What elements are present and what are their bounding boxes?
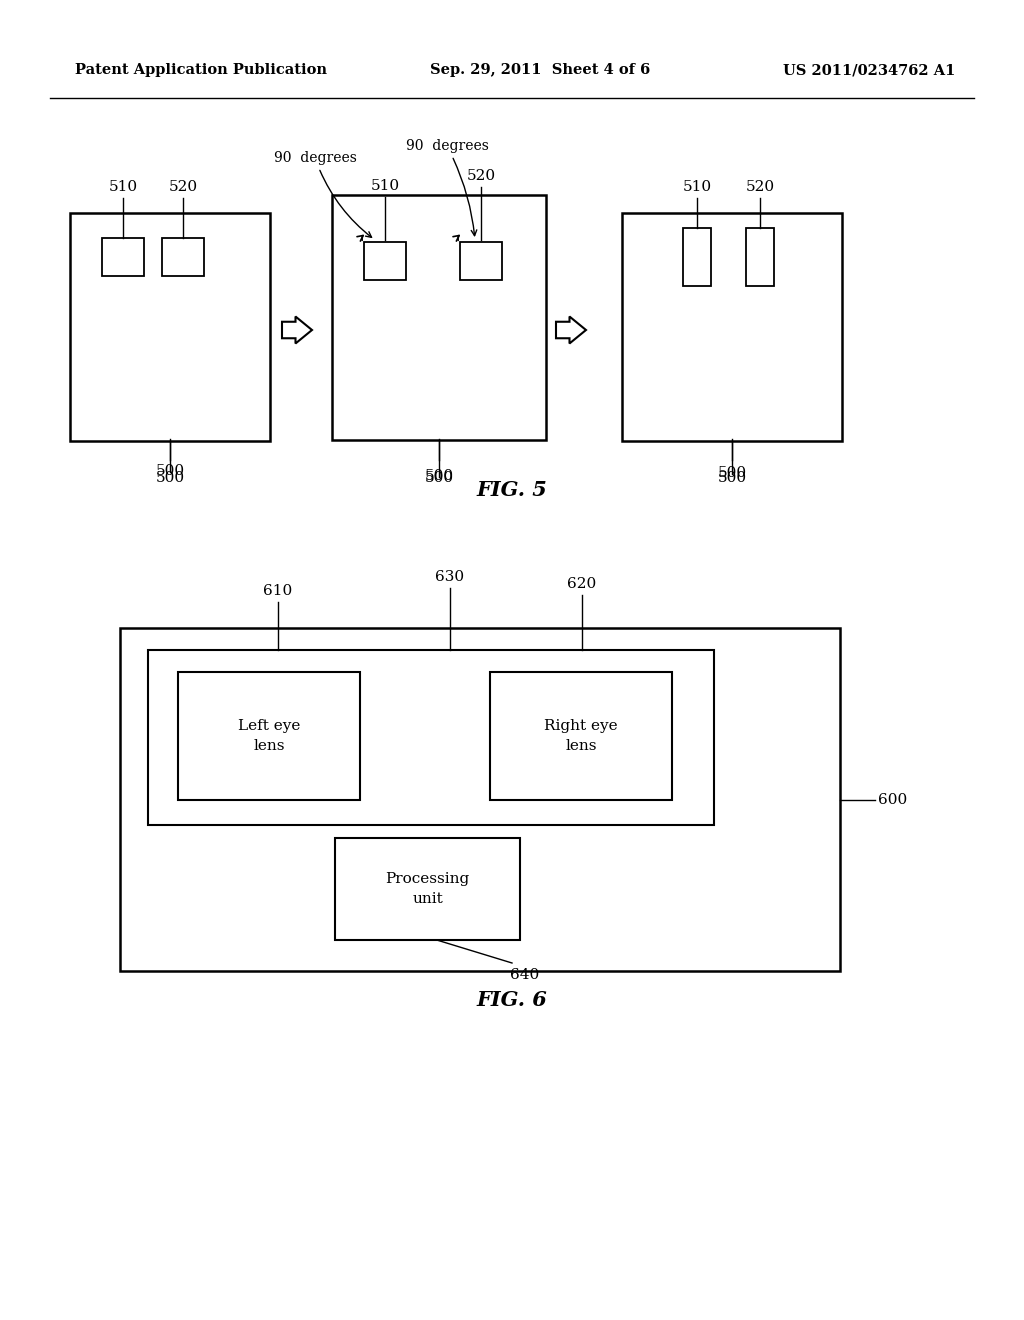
Text: 600: 600 (878, 793, 907, 807)
Text: FIG. 6: FIG. 6 (476, 990, 548, 1010)
Bar (683, 228, 711, 286)
Text: 520: 520 (168, 180, 198, 194)
Text: 520: 520 (467, 169, 496, 183)
Bar (148, 649, 714, 825)
Bar (746, 228, 774, 286)
Bar (335, 838, 520, 940)
FancyArrow shape (282, 317, 312, 343)
Bar (120, 628, 840, 972)
Text: 640: 640 (510, 968, 540, 982)
Text: Right eye
lens: Right eye lens (544, 718, 617, 754)
Text: Sep. 29, 2011  Sheet 4 of 6: Sep. 29, 2011 Sheet 4 of 6 (430, 63, 650, 77)
Bar (622, 213, 842, 441)
Text: Left eye
lens: Left eye lens (238, 718, 300, 754)
Text: 620: 620 (567, 577, 597, 591)
Bar (460, 242, 502, 280)
Text: 510: 510 (371, 180, 399, 193)
Text: 500: 500 (156, 471, 184, 484)
Text: 500: 500 (718, 471, 746, 484)
Text: 500: 500 (424, 469, 454, 483)
Text: 500: 500 (424, 471, 454, 484)
Text: Patent Application Publication: Patent Application Publication (75, 63, 327, 77)
Bar (102, 238, 144, 276)
Text: 520: 520 (745, 180, 774, 194)
Text: 500: 500 (156, 465, 184, 478)
FancyArrow shape (556, 317, 586, 343)
Bar (364, 242, 406, 280)
Text: FIG. 5: FIG. 5 (476, 480, 548, 500)
Text: 630: 630 (435, 570, 465, 583)
Bar (70, 213, 270, 441)
Text: 500: 500 (718, 466, 746, 480)
Text: 510: 510 (109, 180, 137, 194)
Text: 90  degrees: 90 degrees (273, 150, 372, 238)
Text: 610: 610 (263, 583, 293, 598)
Bar (162, 238, 204, 276)
Text: 510: 510 (682, 180, 712, 194)
Bar (178, 672, 360, 800)
Text: US 2011/0234762 A1: US 2011/0234762 A1 (782, 63, 955, 77)
Bar (490, 672, 672, 800)
Text: Processing
unit: Processing unit (385, 871, 470, 907)
Text: 90  degrees: 90 degrees (406, 139, 488, 236)
Bar (332, 195, 546, 440)
